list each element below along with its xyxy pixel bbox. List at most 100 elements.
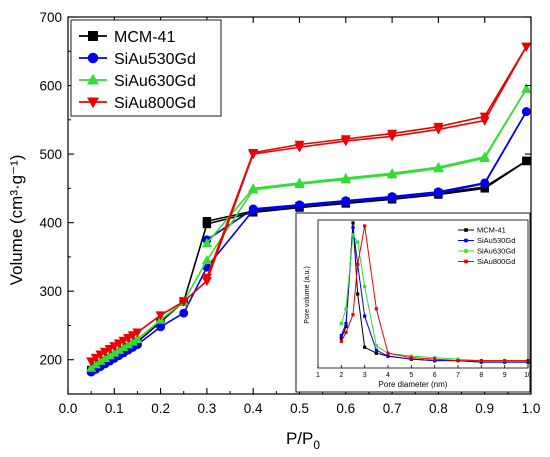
inset-data-point [479,359,483,363]
legend-item: SiAu800Gd [79,95,196,112]
inset-legend-item: SiAu530Gd [458,236,515,245]
inset-data-point [386,354,390,358]
inset-legend-label: SiAu800Gd [477,257,515,266]
legend-item: MCM-41 [79,29,175,46]
data-point [201,273,212,283]
x-tick-label: 0.9 [475,401,494,416]
data-point [479,112,490,122]
x-tick-label: 0.6 [336,401,355,416]
y-tick-label: 400 [39,216,62,231]
inset-legend-marker [464,249,468,253]
inset-legend-marker [464,238,468,243]
data-point [95,355,106,365]
inset-data-point [363,224,367,228]
data-point [294,177,305,187]
data-point [248,204,258,214]
inset-x-tick-label: 8 [479,372,483,379]
x-tick-label: 0.0 [59,401,78,416]
legend-label: SiAu630Gd [114,73,196,90]
data-point [90,353,101,363]
inset-x-tick-label: 9 [503,372,507,379]
main-plot: 0.0 0.1 0.2 0.3 0.4 0.5 0.6 0.7 0.8 0.9 1.0 200 300 4… [39,10,540,416]
inset-legend-item: MCM-41 [458,226,506,235]
inset-data-point [356,262,360,266]
data-point [127,336,138,346]
inset-data-point [363,345,367,349]
inset-data-point [351,221,355,225]
data-point [433,187,443,197]
inset-data-point [386,351,390,355]
x-tick-label: 0.7 [383,401,402,416]
inset-x-tick-label: 4 [386,372,390,379]
inset-data-point [351,225,355,229]
inset-x-tick-label: 6 [433,372,437,379]
data-point [156,322,166,332]
x-tick-label: 0.3 [198,401,217,416]
inset-data-point [363,314,367,318]
legend-item: SiAu630Gd [79,73,196,90]
y-tick-label: 700 [39,10,62,25]
inset-x-tick-label: 3 [363,372,367,379]
inset-legend-label: SiAu530Gd [477,236,515,245]
data-point [480,178,490,188]
data-point [521,42,532,52]
x-axis-title: P/P0 [286,429,320,452]
legend-label: SiAu800Gd [114,95,196,112]
inset-frame [317,219,529,369]
inset-y-axis-title: Pore volume (a.u.) [304,266,311,324]
inset-x-tick-label: 1 [316,372,320,379]
y-tick-label: 300 [39,284,62,299]
inset-data-point [503,359,507,363]
inset-data-point [374,348,378,352]
inset-x-tick-label: 7 [456,372,460,379]
inset-legend-item: SiAu630Gd [458,247,515,256]
data-point [433,161,444,171]
legend-marker [88,31,98,41]
legend-label: MCM-41 [114,29,175,46]
x-tick-label: 0.1 [105,401,124,416]
inset-data-point [344,322,348,326]
y-tick-label: 500 [39,147,62,162]
data-point [202,217,212,226]
inset-data-point [339,322,343,326]
inset-data-point [351,233,355,237]
data-point [132,333,143,343]
inset-data-point [339,336,343,340]
y-tick-label: 200 [39,353,62,368]
inset-data-point [363,285,367,289]
inset-legend-item: SiAu800Gd [458,257,515,266]
y-axis-title: Volume (cm³·g⁻¹) [7,155,26,286]
desorption-line [206,46,528,278]
inset-data-point [339,333,343,338]
x-tick-label: 0.8 [429,401,448,416]
data-point [155,311,166,321]
x-tick-label: 0.5 [290,401,309,416]
data-point [179,308,189,318]
data-point [521,107,531,117]
legend-label: SiAu530Gd [114,51,196,68]
data-point [100,353,111,363]
desorption-line [206,111,528,241]
data-point [201,255,212,265]
legend-marker [87,97,99,109]
legend-item: SiAu530Gd [79,51,196,68]
main-legend: MCM-41 SiAu530Gd SiAu630Gd SiAu800Gd [70,19,222,117]
data-point [201,237,212,247]
data-point [132,328,143,338]
data-point [522,156,531,166]
data-point [433,122,444,132]
inset-data-point [356,240,360,244]
data-point [248,148,259,158]
data-point [341,196,351,206]
data-point [387,129,398,139]
x-axis-title-subscript: 0 [313,438,320,452]
series-siau800gd [86,42,532,367]
data-point [178,297,189,307]
inset-legend-label: SiAu630Gd [477,247,515,256]
data-point [521,83,532,93]
data-point [340,172,351,182]
data-point [104,350,115,360]
